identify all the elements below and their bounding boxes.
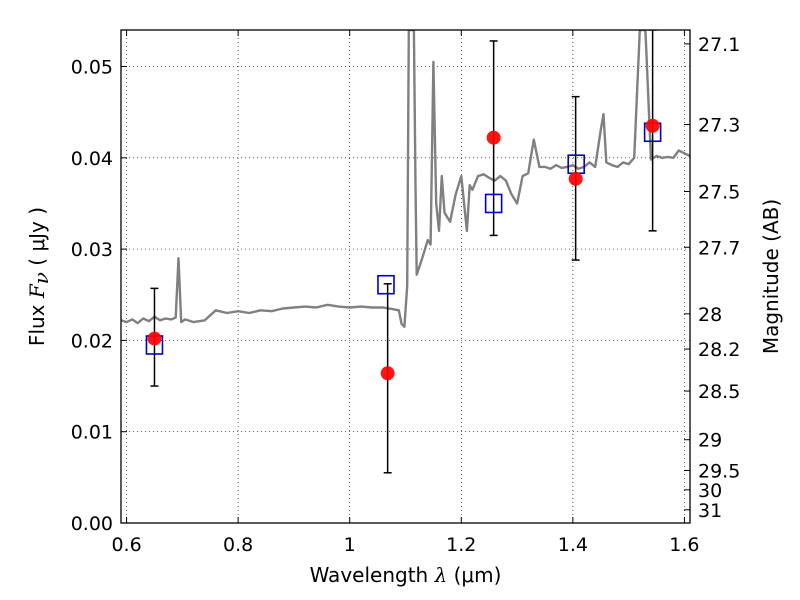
observed-flux-point: [645, 118, 660, 133]
x-tick-label: 1.6: [669, 534, 699, 556]
right-tick-label: 30: [698, 480, 722, 502]
right-tick-label: 28.2: [698, 339, 740, 361]
right-tick-label: 27.7: [698, 237, 740, 259]
y-tick-label: 0.00: [71, 513, 113, 535]
right-tick-label: 28.5: [698, 381, 740, 403]
spectrum-line: [121, 30, 690, 328]
y-axis-title: Flux Fν ( μJy ): [25, 207, 53, 346]
x-tick-label: 1.2: [446, 534, 476, 556]
x-tick-label: 0.6: [111, 534, 141, 556]
right-tick-label: 28: [698, 304, 722, 326]
y-tick-label: 0.05: [71, 57, 113, 79]
x-tick-label: 1: [344, 534, 356, 556]
right-tick-label: 27.5: [698, 182, 740, 204]
right-tick-label: 27.3: [698, 114, 740, 136]
grid: [121, 30, 690, 524]
x-axis-title: Wavelength λ (μm): [310, 563, 502, 587]
y-tick-label: 0.04: [71, 148, 113, 170]
right-tick-label: 31: [698, 500, 722, 522]
model-square-point: [484, 193, 503, 214]
plot-frame: [120, 29, 691, 524]
right-tick-label: 29.5: [698, 460, 740, 482]
y-tick-label: 0.03: [71, 239, 113, 261]
right-tick-label: 29: [698, 430, 722, 452]
plot-area: [121, 30, 690, 474]
x-tick-label: 0.8: [223, 534, 253, 556]
axis-ticks: 0.6 0.8 1 1.2 1.4 1.6 0.00 0.01 0.02 0.03 0.04 0.05…: [71, 30, 740, 556]
observed-flux-point: [147, 331, 162, 346]
y-tick-label: 0.01: [71, 422, 113, 444]
observed-flux-point: [380, 366, 395, 381]
y-tick-label: 0.02: [71, 330, 113, 352]
observed-flux-point: [568, 171, 583, 186]
x-tick-label: 1.4: [558, 534, 588, 556]
observed-flux-point: [486, 130, 501, 145]
right-axis-title: Magnitude (AB): [759, 199, 783, 354]
right-tick-label: 27.1: [698, 34, 740, 56]
model-square-point: [377, 274, 395, 295]
